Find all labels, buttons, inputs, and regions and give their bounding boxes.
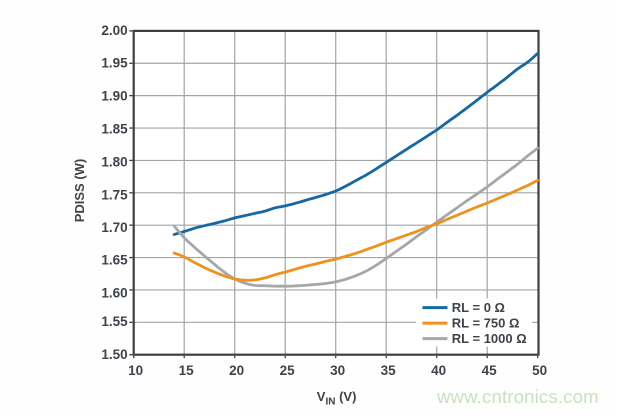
svg-text:15: 15	[179, 363, 195, 378]
svg-text:1.75: 1.75	[101, 187, 128, 202]
svg-text:1.80: 1.80	[101, 155, 127, 170]
svg-text:RL = 1000 Ω: RL = 1000 Ω	[452, 331, 527, 346]
svg-text:1.55: 1.55	[101, 314, 128, 329]
svg-text:www.cntronics.com: www.cntronics.com	[436, 386, 599, 407]
svg-text:50: 50	[532, 363, 547, 378]
svg-text:PDISS (W): PDISS (W)	[72, 159, 87, 223]
svg-text:35: 35	[381, 363, 397, 378]
svg-text:1.90: 1.90	[101, 89, 127, 104]
svg-text:RL = 750 Ω: RL = 750 Ω	[452, 316, 520, 331]
svg-text:1.70: 1.70	[101, 220, 127, 235]
svg-text:30: 30	[330, 363, 345, 378]
svg-text:20: 20	[229, 363, 244, 378]
svg-text:40: 40	[431, 363, 446, 378]
svg-text:10: 10	[128, 363, 143, 378]
svg-text:2.00: 2.00	[101, 23, 127, 38]
svg-text:RL = 0 Ω: RL = 0 Ω	[452, 300, 505, 315]
svg-text:25: 25	[280, 363, 296, 378]
svg-text:1.60: 1.60	[101, 285, 127, 300]
svg-text:1.50: 1.50	[101, 347, 127, 362]
svg-text:1.95: 1.95	[101, 56, 128, 71]
svg-text:1.85: 1.85	[101, 122, 128, 137]
svg-text:1.65: 1.65	[101, 253, 128, 268]
svg-text:45: 45	[482, 363, 498, 378]
